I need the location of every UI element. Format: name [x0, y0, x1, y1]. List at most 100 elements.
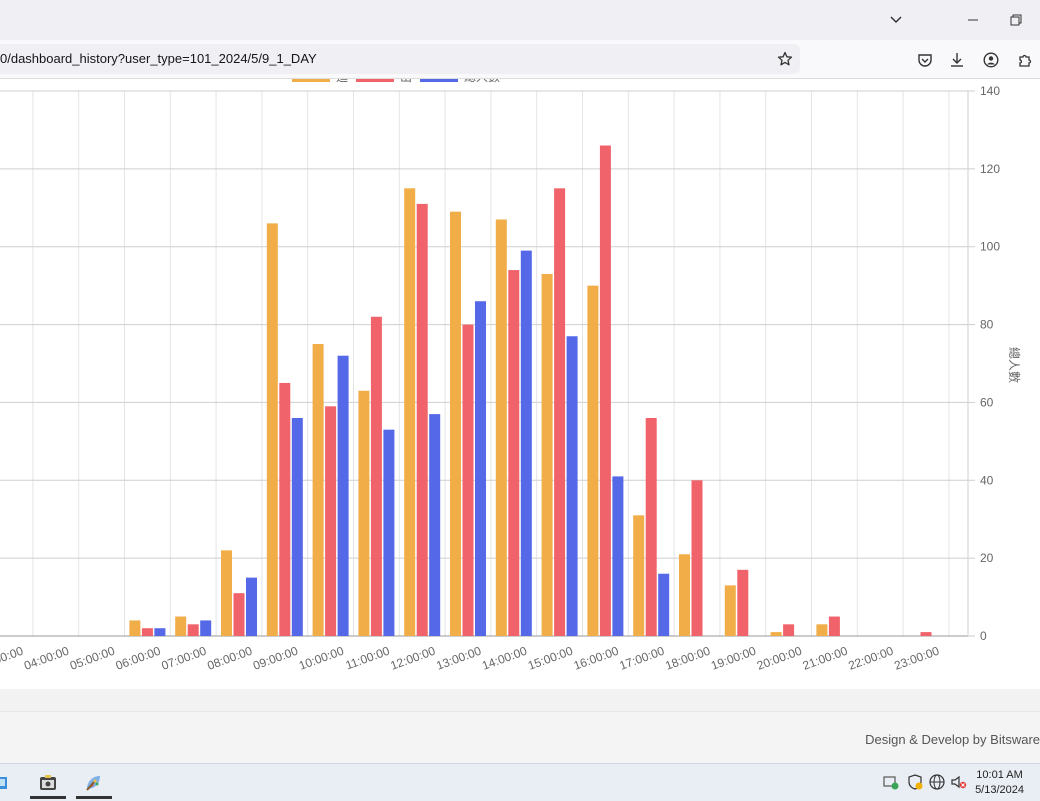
- recorder-app-icon[interactable]: [30, 766, 66, 799]
- bar-2-8[interactable]: [383, 429, 395, 636]
- bar-1-12[interactable]: [554, 188, 566, 637]
- network-status-icon[interactable]: [882, 773, 900, 791]
- legend-swatch-0[interactable]: [292, 73, 330, 82]
- bar-1-15[interactable]: [691, 480, 703, 636]
- bar-1-18[interactable]: [828, 616, 840, 636]
- bar-2-13[interactable]: [612, 476, 624, 636]
- navigation-toolbar: 0/dashboard_history?user_type=101_2024/5…: [0, 40, 1040, 79]
- bar-1-16[interactable]: [737, 569, 749, 636]
- y-tick-label: 100: [980, 240, 1000, 254]
- browser-titlebar: [0, 0, 1040, 40]
- x-tick-label: 12:00:00: [389, 644, 438, 673]
- shield-icon[interactable]: [906, 773, 924, 791]
- globe-icon[interactable]: [928, 773, 946, 791]
- chart-bars: [129, 145, 932, 637]
- bar-1-6[interactable]: [279, 382, 291, 636]
- bar-1-14[interactable]: [645, 418, 657, 636]
- x-tick-label: 17:00:00: [618, 644, 667, 673]
- bar-0-4[interactable]: [175, 616, 187, 636]
- x-tick-label: 11:00:00: [344, 644, 392, 673]
- pocket-icon[interactable]: [916, 51, 934, 69]
- puzzle-icon[interactable]: [1016, 51, 1034, 69]
- x-tick-label: 04:00:00: [22, 644, 71, 673]
- chart-grid: [0, 90, 975, 637]
- download-icon[interactable]: [948, 51, 966, 69]
- chevron-down-icon[interactable]: [884, 8, 908, 32]
- bar-2-3[interactable]: [154, 628, 166, 636]
- bar-0-8[interactable]: [358, 390, 370, 636]
- legend-swatch-2[interactable]: [420, 73, 458, 82]
- bar-2-6[interactable]: [291, 418, 303, 636]
- restore-icon[interactable]: [1004, 8, 1028, 32]
- x-tick-label: 05:00:00: [68, 644, 117, 673]
- bar-0-5[interactable]: [221, 550, 232, 636]
- y-tick-label: 40: [980, 473, 994, 487]
- bar-1-20[interactable]: [920, 632, 932, 636]
- bar-0-14[interactable]: [633, 515, 645, 636]
- bar-0-3[interactable]: [129, 620, 141, 636]
- x-tick-label: 07:00:00: [160, 644, 209, 673]
- x-tick-label: 20:00:00: [755, 644, 804, 673]
- x-tick-label: 15:00:00: [526, 644, 575, 673]
- x-tick-label: 06:00:00: [114, 644, 163, 673]
- bar-1-5[interactable]: [233, 593, 245, 636]
- bar-0-18[interactable]: [816, 624, 828, 636]
- bar-0-17[interactable]: [770, 632, 782, 636]
- bar-chart: 0 20 40 60 80 100 120 140 03:00:0004:00:0005:00…: [0, 69, 1022, 673]
- legend-label-2[interactable]: 總人數: [464, 69, 500, 84]
- bar-1-17[interactable]: [783, 624, 795, 636]
- bar-0-10[interactable]: [450, 211, 461, 636]
- page-spacer: [0, 689, 1040, 711]
- bar-0-11[interactable]: [495, 219, 507, 636]
- x-tick-label: 21:00:00: [801, 644, 850, 673]
- bar-2-4[interactable]: [200, 620, 212, 636]
- bar-1-13[interactable]: [599, 145, 611, 637]
- bar-2-9[interactable]: [429, 414, 441, 636]
- bar-0-13[interactable]: [587, 285, 599, 636]
- bar-2-10[interactable]: [475, 301, 486, 636]
- paint-app-icon[interactable]: [76, 766, 112, 799]
- bar-1-3[interactable]: [141, 628, 153, 636]
- chart-panel: 0 20 40 60 80 100 120 140 03:00:00 04:00:00 05:00…: [0, 69, 1040, 689]
- legend-swatch-1[interactable]: [356, 73, 394, 82]
- y-tick-label: 20: [980, 551, 994, 565]
- bar-0-15[interactable]: [679, 554, 690, 636]
- system-clock[interactable]: 10:01 AM 5/13/2024: [975, 768, 1024, 798]
- volume-muted-icon[interactable]: [950, 773, 968, 791]
- bar-2-14[interactable]: [658, 573, 670, 636]
- bar-0-6[interactable]: [266, 223, 278, 636]
- y-axis-ticks: 0 20 40 60 80 100 120 140: [980, 84, 1000, 643]
- address-bar[interactable]: 0/dashboard_history?user_type=101_2024/5…: [0, 44, 800, 74]
- y-tick-label: 120: [980, 162, 1000, 176]
- footer-credit: Design & Develop by Bitsware: [865, 732, 1040, 747]
- bar-2-12[interactable]: [566, 336, 578, 636]
- bar-1-9[interactable]: [416, 203, 428, 636]
- x-tick-label: 22:00:00: [847, 644, 896, 673]
- x-tick-label: 19:00:00: [709, 644, 758, 673]
- bar-0-7[interactable]: [312, 344, 324, 636]
- account-icon[interactable]: [982, 51, 1000, 69]
- bar-2-11[interactable]: [520, 250, 532, 636]
- bar-1-8[interactable]: [370, 316, 382, 636]
- legend-label-0[interactable]: 進: [336, 70, 348, 84]
- minimize-icon[interactable]: [961, 8, 985, 32]
- chart-legend: 進 出 總人數: [292, 69, 500, 84]
- clock-time: 10:01 AM: [976, 769, 1023, 781]
- bar-1-7[interactable]: [325, 406, 337, 636]
- x-axis-ticks: 03:00:0004:00:0005:00:0006:00:0007:00:00…: [0, 644, 941, 673]
- y-tick-label: 140: [980, 84, 1000, 98]
- bar-1-10[interactable]: [462, 324, 474, 636]
- bar-0-16[interactable]: [724, 585, 736, 636]
- bar-1-4[interactable]: [187, 624, 199, 636]
- bar-0-9[interactable]: [404, 188, 416, 637]
- star-icon[interactable]: [776, 50, 794, 68]
- bar-2-7[interactable]: [337, 355, 349, 636]
- explorer-icon[interactable]: [0, 766, 18, 799]
- x-tick-label: 14:00:00: [480, 644, 529, 673]
- bar-0-12[interactable]: [541, 273, 553, 636]
- bar-1-11[interactable]: [508, 270, 520, 636]
- bar-2-5[interactable]: [246, 577, 257, 636]
- page-footer: Design & Develop by Bitsware: [0, 711, 1040, 764]
- legend-label-1[interactable]: 出: [400, 70, 412, 84]
- url-text[interactable]: 0/dashboard_history?user_type=101_2024/5…: [0, 51, 317, 66]
